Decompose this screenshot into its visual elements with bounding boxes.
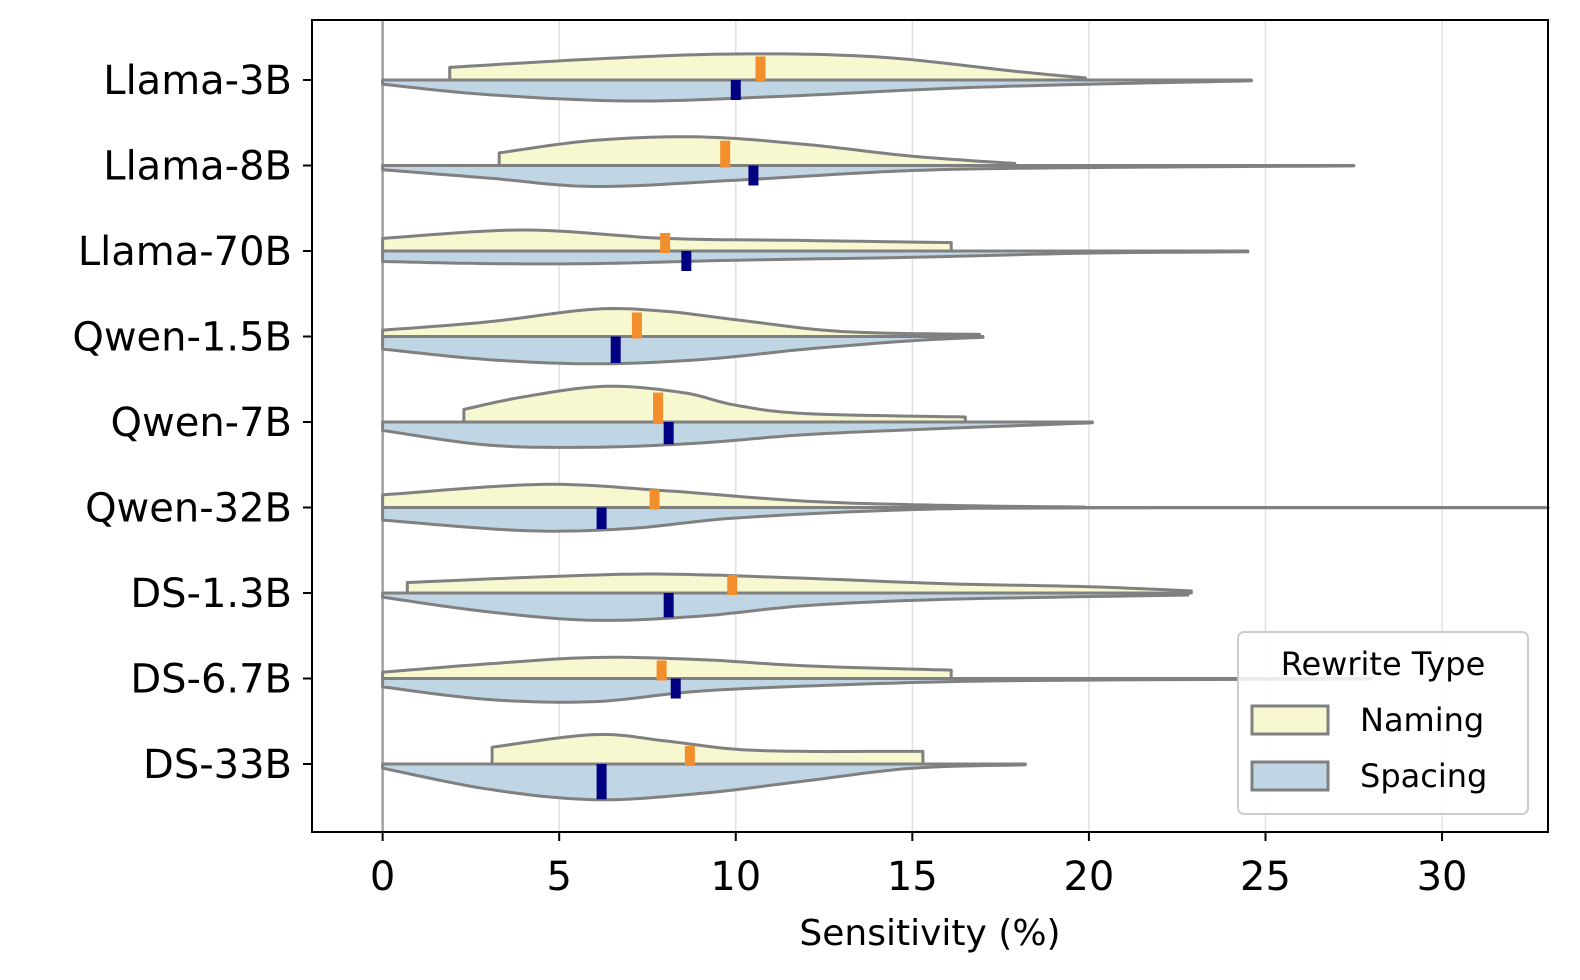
violin-spacing-llama-3b (381, 78, 1253, 103)
legend-swatch-naming (1250, 704, 1330, 736)
violin-naming-ds-33b (490, 733, 925, 766)
y-tick-label: Llama-8B (103, 144, 292, 190)
x-tick-label: 15 (887, 854, 938, 900)
median-spacing-qwen-1.5b (610, 336, 621, 363)
violin-spacing-ds-6.7b (381, 677, 1373, 704)
median-spacing-llama-8b (748, 165, 759, 186)
median-spacing-ds-1.3b (663, 593, 674, 618)
violin-spacing-qwen-7b (381, 420, 1094, 449)
median-naming-llama-3b (755, 56, 766, 82)
median-naming-qwen-1.5b (631, 312, 642, 339)
legend-swatch-spacing (1250, 760, 1330, 792)
violin-naming-qwen-7b (462, 384, 967, 424)
violin-spacing-qwen-1.5b (381, 335, 985, 366)
x-tick-label: 10 (710, 854, 761, 900)
violin-naming-llama-3b (448, 52, 1087, 82)
median-naming-ds-6.7b (656, 660, 667, 681)
x-tick-label: 20 (1063, 854, 1114, 900)
x-tick-label: 25 (1240, 854, 1291, 900)
y-tick-label: DS-33B (143, 742, 292, 788)
x-tick-label: 0 (370, 854, 395, 900)
median-naming-llama-8b (720, 140, 731, 168)
median-spacing-ds-6.7b (670, 678, 681, 699)
violin-spacing-qwen-32b (381, 506, 1550, 533)
y-tick-label: Qwen-1.5B (72, 315, 292, 361)
y-axis-ticks: Llama-3B Llama-8B Llama-70B Qwen-1.5B Qwen-7… (72, 58, 312, 788)
legend-title: Rewrite Type (1281, 645, 1486, 683)
violin-naming-qwen-32b (381, 482, 1087, 509)
x-tick-label: 5 (546, 854, 571, 900)
y-tick-label: Llama-3B (103, 58, 292, 104)
y-tick-label: Llama-70B (78, 229, 292, 275)
x-axis-ticks: 0 5 10 15 20 25 30 (370, 832, 1468, 900)
violin-layer (381, 52, 1550, 802)
median-spacing-llama-70b (681, 251, 692, 271)
y-tick-label: Qwen-32B (85, 486, 292, 532)
y-tick-label: DS-1.3B (130, 571, 292, 617)
legend-label-spacing: Spacing (1360, 757, 1487, 795)
plot-frame (311, 19, 1549, 833)
y-tick-label: DS-6.7B (130, 657, 292, 703)
median-naming-qwen-7b (653, 392, 664, 424)
legend: Rewrite Type Naming Spacing (1237, 631, 1529, 815)
median-spacing-ds-33b (596, 764, 607, 800)
median-naming-ds-1.3b (727, 575, 738, 595)
violin-naming-qwen-1.5b (381, 307, 981, 338)
median-spacing-qwen-7b (663, 422, 674, 445)
median-layer (596, 56, 766, 800)
median-spacing-llama-3b (730, 80, 741, 100)
violin-naming-ds-1.3b (405, 572, 1193, 595)
x-tick-label: 30 (1417, 854, 1468, 900)
median-naming-llama-70b (660, 233, 671, 253)
legend-label-naming: Naming (1360, 701, 1484, 739)
violin-spacing-llama-70b (381, 249, 1250, 266)
median-naming-ds-33b (684, 745, 695, 766)
violin-spacing-ds-1.3b (381, 591, 1190, 622)
y-tick-label: Qwen-7B (111, 400, 292, 446)
violin-spacing-llama-8b (381, 164, 1356, 188)
violin-spacing-ds-33b (381, 762, 1027, 802)
x-axis-label: Sensitivity (%) (799, 913, 1060, 954)
violin-naming-ds-6.7b (381, 655, 953, 680)
median-naming-qwen-32b (649, 489, 660, 510)
median-spacing-qwen-32b (596, 507, 607, 530)
violin-naming-llama-8b (497, 135, 1017, 167)
